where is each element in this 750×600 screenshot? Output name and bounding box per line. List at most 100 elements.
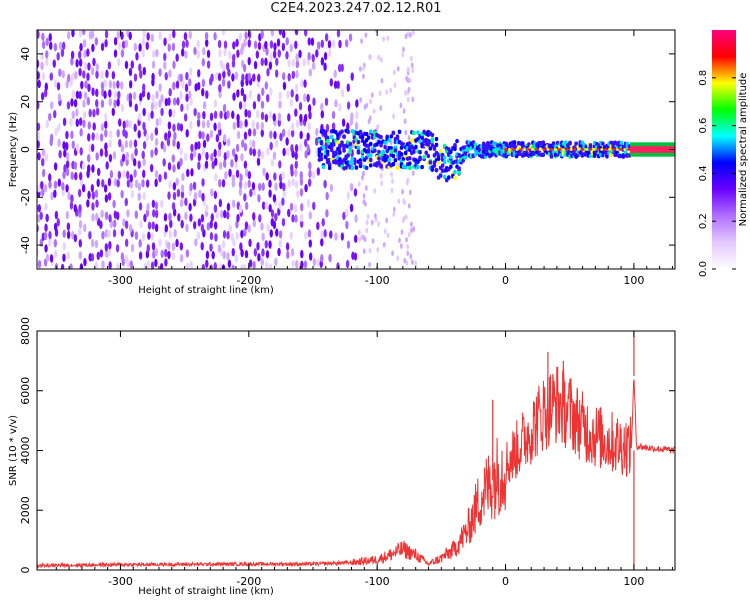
noise-cell — [83, 61, 88, 71]
signal-cell — [319, 141, 324, 146]
noise-cell — [202, 139, 207, 149]
noise-cell — [407, 231, 411, 238]
noise-cell — [146, 244, 150, 253]
noise-cell — [184, 152, 188, 161]
signal-cell — [350, 156, 355, 162]
noise-cell — [99, 220, 103, 229]
noise-cell — [235, 38, 239, 48]
noise-cell — [108, 97, 112, 107]
noise-cell — [121, 40, 126, 49]
noise-cell — [310, 37, 315, 46]
noise-cell — [193, 46, 197, 56]
noise-cell — [185, 102, 190, 112]
noise-cell — [354, 214, 358, 223]
noise-cell — [87, 164, 91, 173]
noise-cell — [48, 238, 52, 248]
noise-cell — [214, 157, 218, 166]
x-tick-label: -300 — [108, 575, 133, 588]
signal-cell — [434, 136, 439, 142]
noise-cell — [281, 128, 286, 138]
noise-cell — [75, 143, 80, 152]
noise-cell — [376, 123, 380, 130]
noise-cell — [99, 148, 104, 157]
noise-cell — [407, 203, 411, 209]
signal-cell — [407, 156, 412, 161]
noise-cell — [172, 164, 176, 173]
signal-cell — [350, 161, 355, 166]
noise-cell — [70, 57, 74, 66]
noise-cell — [338, 39, 342, 49]
noise-cell — [48, 173, 52, 182]
noise-cell — [269, 130, 273, 139]
noise-cell — [373, 188, 377, 194]
noise-cell — [272, 151, 277, 160]
signal-cell — [424, 150, 429, 155]
noise-cell — [231, 199, 236, 208]
noise-cell — [231, 174, 236, 183]
signal-cell — [393, 158, 398, 163]
noise-cell — [154, 169, 159, 179]
noise-cell — [277, 49, 281, 58]
noise-cell — [65, 184, 69, 193]
signal-cell — [541, 140, 546, 146]
noise-cell — [316, 167, 321, 176]
noise-cell — [151, 199, 156, 208]
signal-cell — [449, 164, 453, 170]
noise-cell — [261, 232, 265, 242]
noise-cell — [278, 30, 283, 36]
noise-cell — [255, 109, 260, 119]
noise-cell — [295, 59, 300, 69]
noise-cell — [101, 260, 105, 269]
signal-cell — [387, 138, 392, 143]
noise-cell — [268, 61, 273, 70]
noise-cell — [179, 90, 183, 100]
noise-cell — [222, 104, 227, 113]
noise-cell — [333, 69, 337, 78]
noise-cell — [232, 121, 236, 131]
noise-cell — [307, 37, 311, 46]
noise-cell — [57, 138, 61, 148]
noise-cell — [244, 108, 248, 118]
noise-cell — [346, 240, 351, 249]
noise-cell — [401, 188, 405, 195]
noise-cell — [320, 39, 324, 49]
noise-cell — [273, 42, 277, 51]
y-tick-label: 40 — [19, 47, 32, 61]
noise-cell — [73, 233, 78, 243]
noise-cell — [75, 59, 79, 68]
noise-cell — [104, 142, 108, 151]
noise-cell — [87, 121, 92, 130]
noise-cell — [169, 219, 173, 229]
noise-cell — [321, 218, 325, 227]
noise-cell — [86, 154, 91, 163]
noise-cell — [298, 49, 302, 59]
noise-cell — [129, 180, 133, 189]
noise-cell — [403, 118, 407, 125]
noise-cell — [86, 97, 91, 106]
noise-cell — [350, 112, 354, 121]
signal-peak — [534, 148, 538, 151]
noise-cell — [206, 60, 211, 69]
noise-cell — [227, 68, 231, 77]
noise-cell — [294, 151, 298, 161]
noise-cell — [323, 179, 327, 189]
noise-cell — [71, 72, 75, 81]
y-tick-label: -40 — [19, 236, 32, 254]
noise-cell — [86, 199, 90, 208]
noise-cell — [320, 238, 324, 247]
noise-cell — [192, 181, 197, 191]
noise-cell — [179, 157, 183, 167]
noise-cell — [37, 59, 40, 69]
noise-cell — [107, 247, 112, 257]
noise-cell — [104, 194, 109, 203]
signal-cell — [346, 129, 350, 135]
noise-cell — [185, 129, 189, 138]
noise-cell — [230, 233, 235, 242]
noise-cell — [362, 73, 365, 80]
noise-cell — [240, 153, 244, 162]
noise-cell — [109, 130, 113, 139]
signal-cell — [366, 149, 371, 155]
noise-cell — [201, 78, 206, 88]
noise-cell — [154, 258, 158, 268]
noise-cell — [346, 191, 351, 200]
